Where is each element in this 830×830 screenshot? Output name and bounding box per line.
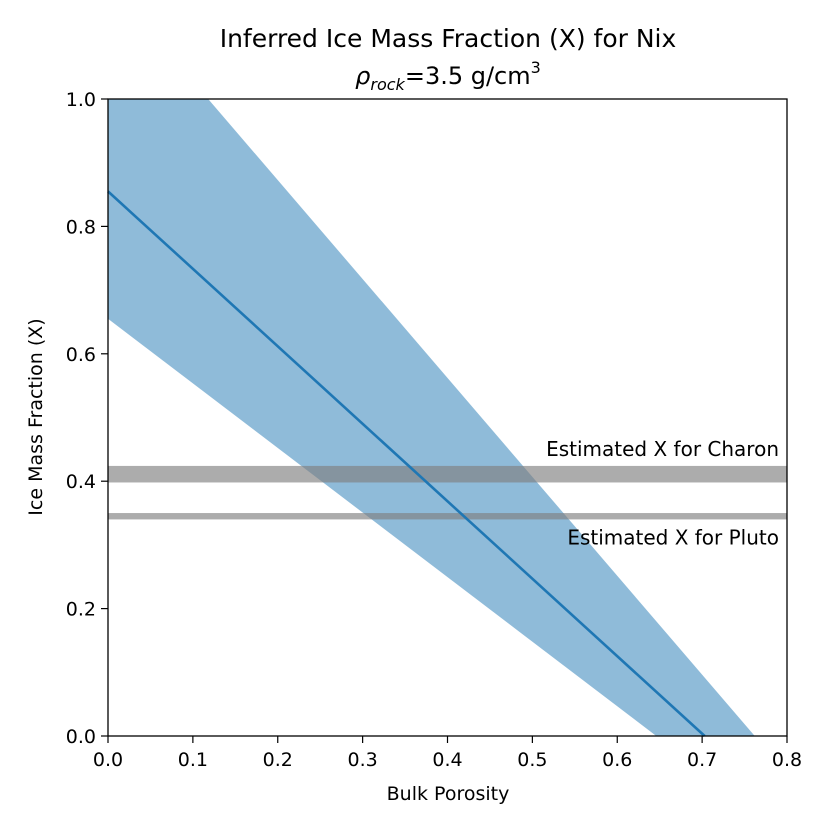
reference-band-charon <box>108 465 787 483</box>
x-tick-label: 0.3 <box>348 749 378 771</box>
subtitle-value: =3.5 g/cm <box>405 62 531 90</box>
x-tick-label: 0.6 <box>602 749 632 771</box>
y-tick-label: 1.0 <box>66 89 96 111</box>
chart-title: Inferred Ice Mass Fraction (X) for Nix <box>220 24 677 53</box>
rho-subscript: rock <box>370 75 405 94</box>
uncertainty-band <box>108 99 755 736</box>
plot-area <box>108 99 787 736</box>
annotations: Estimated X for Charon Estimated X for Pl… <box>546 437 779 550</box>
x-tick-label: 0.1 <box>178 749 208 771</box>
x-axis-label: Bulk Porosity <box>387 783 510 805</box>
annotation-charon: Estimated X for Charon <box>546 437 779 461</box>
x-tick-label: 0.2 <box>263 749 293 771</box>
y-axis: 0.0 0.2 0.4 0.6 0.8 1.0 <box>66 89 108 748</box>
annotation-pluto: Estimated X for Pluto <box>567 525 779 549</box>
x-tick-label: 0.7 <box>687 749 717 771</box>
x-tick-label: 0.0 <box>93 749 123 771</box>
y-tick-label: 0.4 <box>66 471 96 493</box>
y-tick-label: 0.0 <box>66 726 96 748</box>
y-axis-label: Ice Mass Fraction (X) <box>25 318 47 515</box>
x-axis: 0.0 0.1 0.2 0.3 0.4 0.5 0.6 0.7 0.8 <box>93 736 802 771</box>
x-tick-label: 0.5 <box>517 749 547 771</box>
y-tick-label: 0.6 <box>66 344 96 366</box>
x-tick-label: 0.4 <box>432 749 462 771</box>
chart-subtitle: ρrock=3.5 g/cm3 <box>355 58 541 94</box>
reference-band-pluto <box>108 513 787 520</box>
rho-symbol: ρ <box>355 62 370 90</box>
x-tick-label: 0.8 <box>772 749 802 771</box>
series-lines <box>107 190 706 737</box>
y-tick-label: 0.8 <box>66 216 96 238</box>
subtitle-superscript: 3 <box>531 58 541 77</box>
series-line-central <box>107 190 706 737</box>
y-tick-label: 0.2 <box>66 599 96 621</box>
